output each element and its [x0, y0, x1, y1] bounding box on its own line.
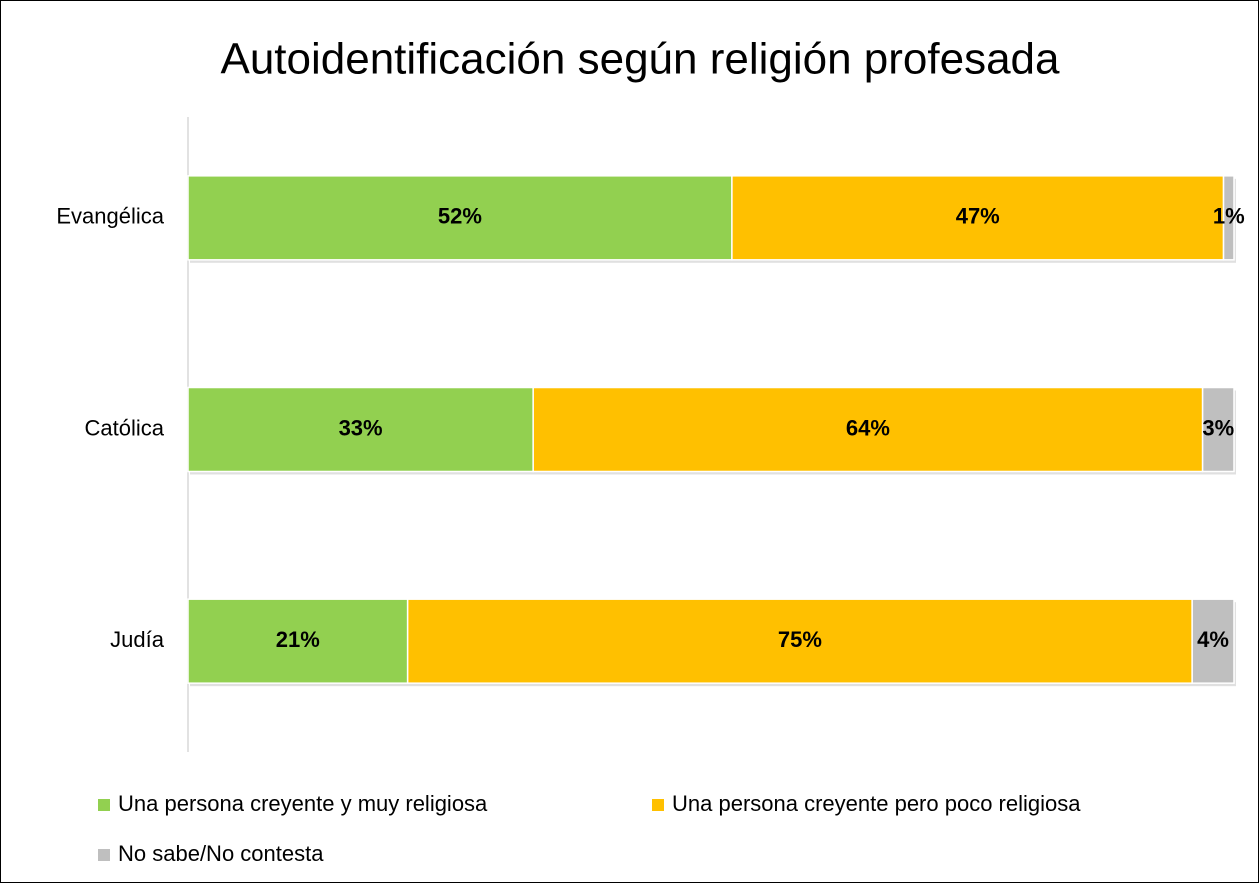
data-label: 33%	[339, 415, 383, 440]
legend-swatch	[652, 799, 664, 811]
bar-segment	[187, 598, 409, 684]
bar-segment	[1201, 386, 1235, 473]
legend-label: Una persona creyente pero poco religiosa	[672, 791, 1081, 816]
legend-label: No sabe/No contesta	[118, 841, 324, 866]
category-label: Evangélica	[56, 204, 164, 229]
data-label: 3%	[1202, 415, 1234, 440]
bar-segment	[406, 598, 1193, 684]
data-label: 21%	[276, 627, 320, 652]
bar-segment	[1191, 598, 1235, 684]
bar-segment	[187, 386, 534, 473]
data-label: 64%	[846, 415, 890, 440]
chart-title: Autoidentificación según religión profes…	[220, 35, 1060, 84]
legend-swatch	[98, 849, 110, 861]
data-label: 1%	[1213, 204, 1245, 229]
legend-swatch	[98, 799, 110, 811]
category-label: Judía	[110, 627, 165, 652]
data-label: 75%	[778, 627, 822, 652]
bar-segment	[1222, 175, 1235, 261]
data-label: 52%	[438, 204, 482, 229]
bar-segment	[187, 175, 733, 261]
category-label: Católica	[85, 415, 165, 440]
bar-segment	[731, 175, 1225, 261]
data-label: 47%	[956, 204, 1000, 229]
data-label: 4%	[1197, 627, 1229, 652]
legend-label: Una persona creyente y muy religiosa	[118, 791, 488, 816]
